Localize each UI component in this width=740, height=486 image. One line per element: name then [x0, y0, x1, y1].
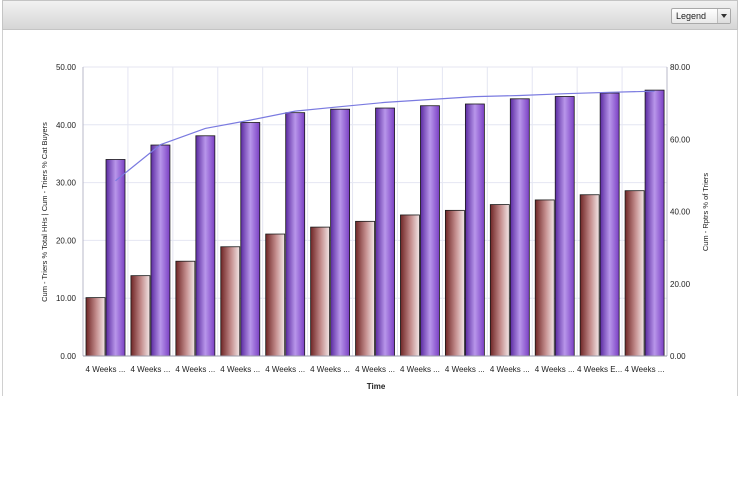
bar-triers-cat-buyers[interactable] — [464, 103, 485, 357]
y-tick-label: 0.00 — [60, 352, 76, 361]
x-tick-label: 4 Weeks E... — [577, 365, 622, 374]
y-tick-label: 10.00 — [56, 294, 77, 303]
bar-triers-cat-buyers[interactable] — [195, 135, 216, 357]
x-tick-label: 4 Weeks ... — [625, 365, 665, 374]
x-tick-label: 4 Weeks ... — [445, 365, 485, 374]
bar-triers-cat-buyers[interactable] — [375, 107, 395, 357]
bar-triers-cat-buyers[interactable] — [599, 92, 620, 357]
bar-triers-total-hhs[interactable] — [310, 226, 331, 357]
y2-tick-label: 60.00 — [670, 135, 691, 144]
x-tick-label: 4 Weeks ... — [265, 365, 305, 374]
x-axis-title: Time — [367, 382, 386, 391]
bar-triers-cat-buyers[interactable] — [150, 144, 171, 357]
y-tick-label: 20.00 — [56, 236, 77, 245]
bar-triers-cat-buyers[interactable] — [420, 105, 440, 357]
x-tick-label: 4 Weeks ... — [175, 365, 215, 374]
legend-dropdown-label: Legend — [676, 11, 707, 21]
bar-triers-total-hhs[interactable] — [489, 204, 510, 357]
bar-triers-total-hhs[interactable] — [534, 199, 555, 357]
bar-triers-cat-buyers[interactable] — [285, 112, 306, 357]
axes: 0.00 10.00 20.00 30.00 40.00 50.00 0.00 20.00 40… — [56, 63, 691, 374]
grid — [82, 66, 668, 357]
bar-triers-total-hhs[interactable] — [444, 209, 465, 357]
line-rptrs-of-triers[interactable] — [115, 90, 655, 182]
y2-axis-title: Cum - Rptrs % of Triers — [701, 173, 710, 252]
y2-tick-label: 40.00 — [670, 208, 691, 217]
x-tick-label: 4 Weeks ... — [490, 365, 530, 374]
bar-triers-total-hhs[interactable] — [220, 246, 241, 357]
combo-chart: 0.00 10.00 20.00 30.00 40.00 50.00 0.00 20.00 40… — [40, 63, 710, 391]
x-tick-label: 4 Weeks ... — [535, 365, 575, 374]
x-tick-label: 4 Weeks ... — [400, 365, 440, 374]
x-tick-label: 4 Weeks ... — [310, 365, 350, 374]
x-tick-label: 4 Weeks ... — [86, 365, 126, 374]
bars — [85, 89, 665, 357]
bar-triers-cat-buyers[interactable] — [554, 96, 575, 357]
bar-triers-total-hhs[interactable] — [85, 297, 106, 357]
bar-triers-cat-buyers[interactable] — [330, 108, 351, 357]
bar-triers-cat-buyers[interactable] — [644, 89, 665, 357]
y-axis-title: Cum - Triers % Total HHs | Cum - Triers … — [40, 122, 49, 302]
bar-triers-cat-buyers[interactable] — [509, 98, 530, 357]
y-tick-label: 50.00 — [56, 63, 77, 72]
bar-triers-total-hhs[interactable] — [624, 190, 645, 357]
bar-triers-total-hhs[interactable] — [579, 194, 600, 357]
line-series — [115, 90, 655, 182]
x-tick-label: 4 Weeks ... — [355, 365, 395, 374]
bar-triers-total-hhs[interactable] — [130, 275, 151, 357]
legend-dropdown[interactable]: Legend — [671, 8, 731, 24]
toolbar: Legend — [2, 0, 738, 30]
bar-triers-total-hhs[interactable] — [175, 260, 196, 357]
bar-triers-total-hhs[interactable] — [265, 233, 286, 357]
y2-tick-label: 80.00 — [670, 63, 691, 72]
bar-triers-cat-buyers[interactable] — [240, 122, 261, 357]
x-tick-label: 4 Weeks ... — [220, 365, 260, 374]
x-tick-label: 4 Weeks ... — [130, 365, 170, 374]
y2-tick-label: 20.00 — [670, 280, 691, 289]
bar-triers-cat-buyers[interactable] — [105, 159, 126, 357]
bar-triers-total-hhs[interactable] — [355, 220, 375, 357]
chevron-down-icon[interactable] — [717, 9, 730, 23]
y-tick-label: 30.00 — [56, 179, 77, 188]
chart-panel: 0.00 10.00 20.00 30.00 40.00 50.00 0.00 20.00 40… — [2, 30, 738, 396]
y2-tick-label: 0.00 — [670, 352, 686, 361]
bar-triers-total-hhs[interactable] — [400, 214, 420, 357]
y-tick-label: 40.00 — [56, 121, 77, 130]
